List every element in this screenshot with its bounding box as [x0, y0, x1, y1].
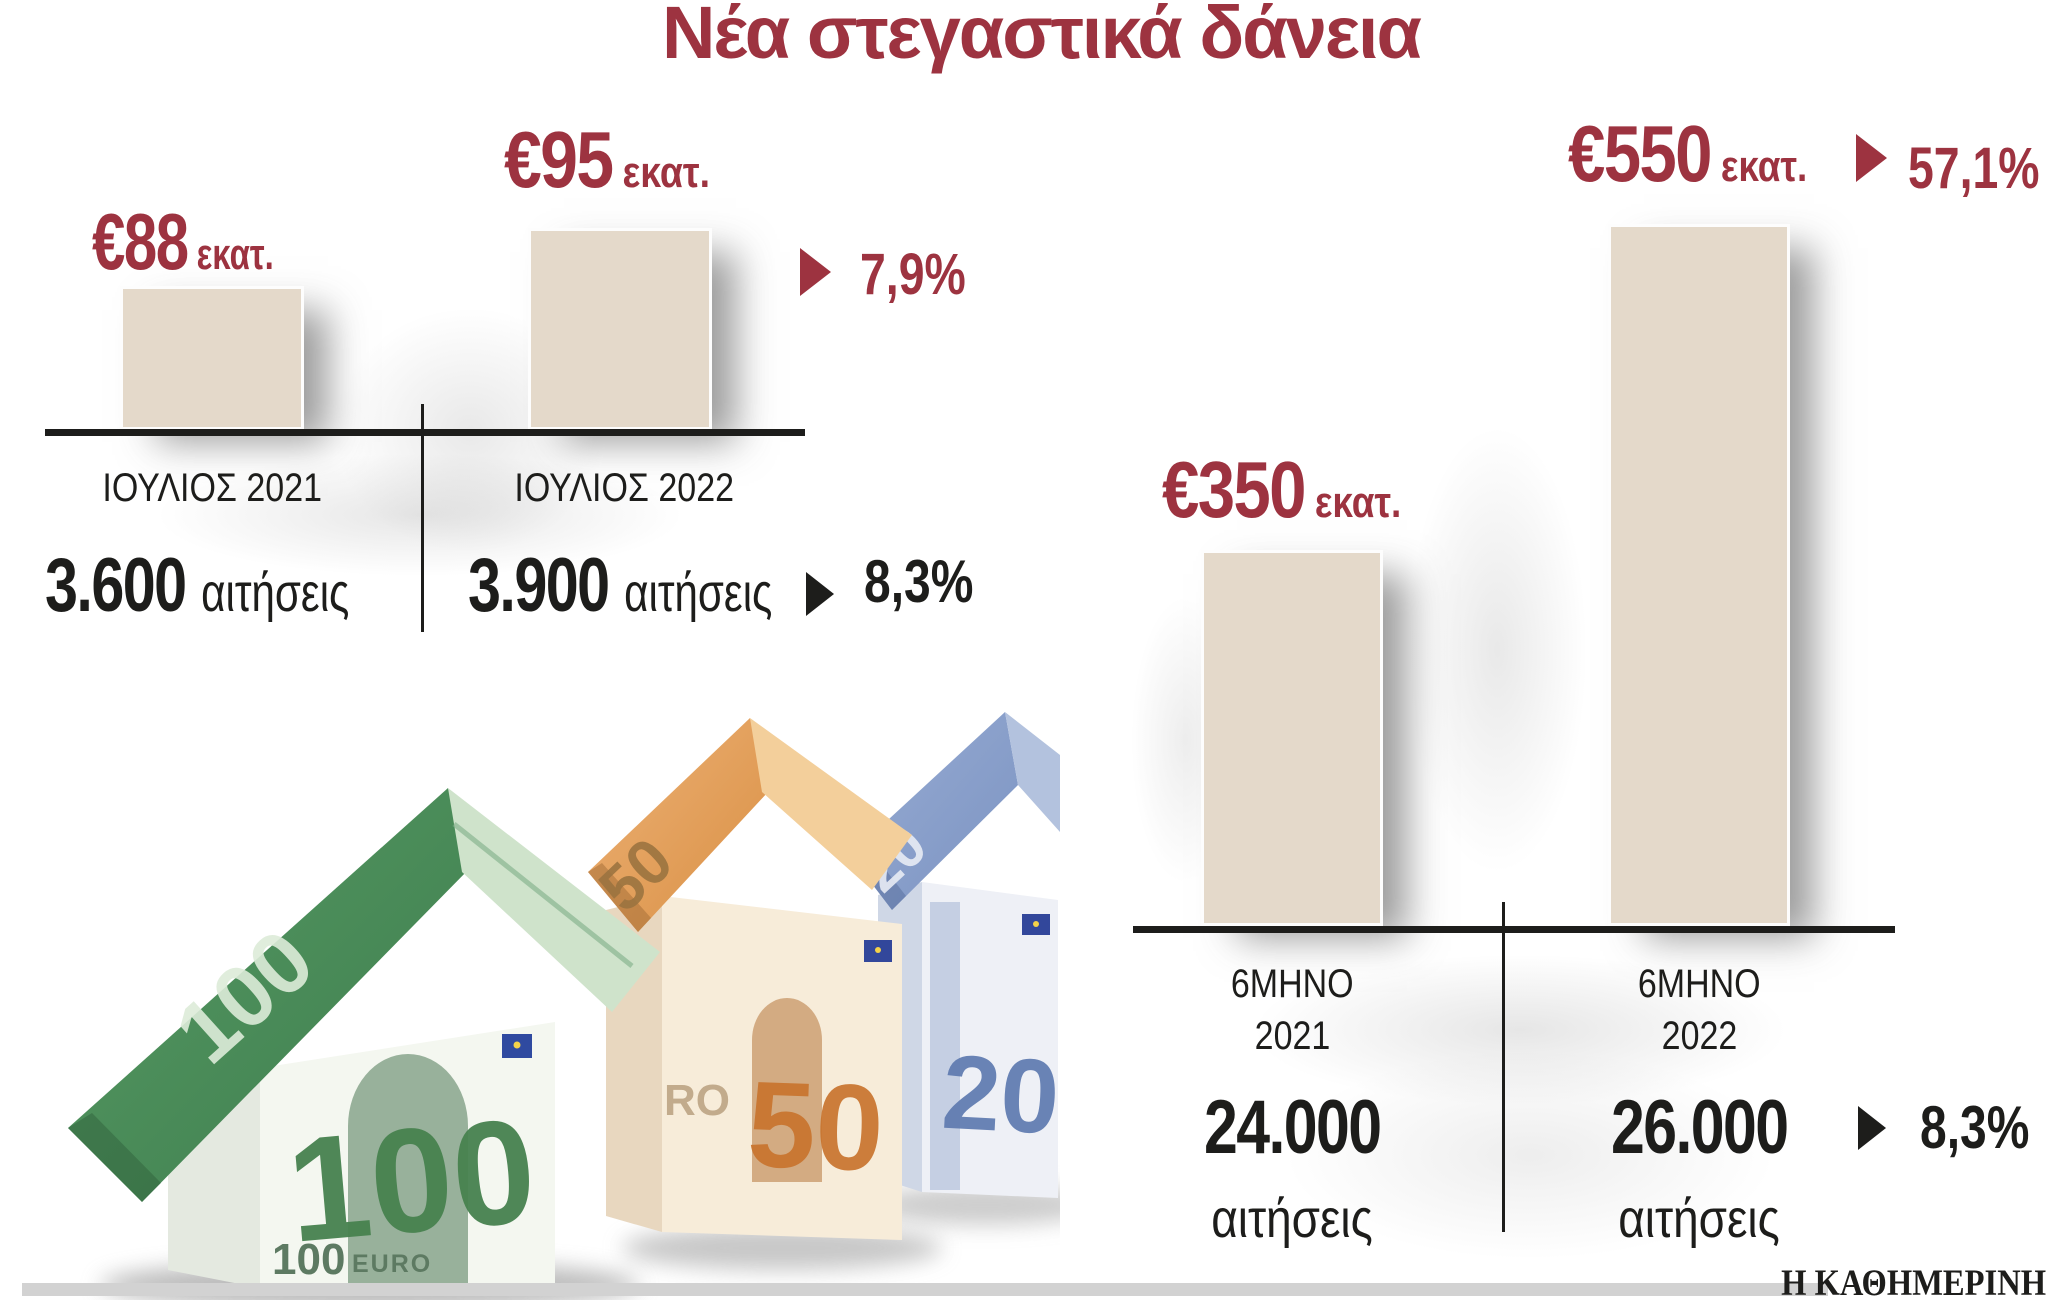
category-label: ΙΟΥΛΙΟΣ 2021	[60, 462, 364, 514]
applications-word: αιτήσεις	[624, 563, 773, 623]
amount-unit: εκατ.	[1720, 142, 1808, 191]
amount-text: €350	[1162, 445, 1306, 534]
amount-unit: εκατ.	[1314, 478, 1402, 527]
house-100-euro: 100 100 EURO 100	[68, 788, 660, 1292]
amount-text: €550	[1568, 109, 1712, 198]
applications-row: 3.900 αιτήσεις	[468, 548, 772, 624]
value-label-h1-2022: €550 εκατ.	[1568, 114, 1807, 194]
category-text: ΙΟΥΛΙΟΣ 2022	[514, 466, 734, 510]
category-text: ΙΟΥΛΙΟΣ 2021	[102, 466, 322, 510]
footer-rule	[22, 1283, 1828, 1296]
house-bottom-word: EURO	[352, 1250, 432, 1278]
value-label-jul-2021: €88 εκατ.	[92, 202, 274, 282]
x-axis	[1133, 926, 1895, 933]
applications-block: 24.000 αιτήσεις	[1140, 1085, 1444, 1249]
category-text: 6ΜΗΝΟ	[1637, 962, 1761, 1006]
applications-change-pct: 8,3%	[1920, 1094, 2030, 1161]
category-label: ΙΟΥΛΙΟΣ 2022	[472, 462, 776, 514]
bar-h1-2022	[1608, 224, 1790, 926]
applications-number: 3.900	[468, 543, 610, 628]
bar-h1-2021	[1201, 550, 1383, 926]
category-label: 6ΜΗΝΟ 2022	[1547, 958, 1851, 1062]
denomination-text: 100	[281, 1088, 541, 1274]
banknote-houses-illustration: 20 20 RO 50 50	[68, 712, 1060, 1300]
category-text: 6ΜΗΝΟ	[1230, 962, 1354, 1006]
shadow-wash	[1372, 340, 1622, 960]
applications-number: 3.600	[45, 543, 187, 628]
house-side-text: RO	[664, 1076, 730, 1125]
page-title: Νέα στεγαστικά δάνεια	[661, 0, 1422, 74]
brand-logo: Η ΚΑΘΗΜΕΡΙΝΗ	[1781, 1263, 2046, 1304]
category-label: 6ΜΗΝΟ 2021	[1140, 958, 1444, 1062]
value-label-jul-2022: €95 εκατ.	[504, 120, 710, 200]
category-text: 2022	[1661, 1014, 1737, 1058]
bar-jul-2022	[528, 228, 712, 430]
denomination-text: 50	[745, 1056, 885, 1197]
applications-row: 3.600 αιτήσεις	[45, 548, 349, 624]
increase-arrow-icon	[806, 572, 834, 616]
amount-text: €95	[504, 115, 614, 204]
column-divider	[1502, 902, 1505, 1232]
column-divider	[421, 404, 424, 632]
increase-arrow-icon	[800, 248, 831, 296]
increase-arrow-icon	[1856, 134, 1887, 182]
x-axis	[45, 429, 805, 436]
bar-jul-2021	[120, 286, 304, 430]
amount-text: €88	[92, 197, 189, 286]
amount-unit: εκατ.	[622, 148, 711, 197]
applications-word: αιτήσεις	[201, 563, 350, 623]
amount-unit: εκατ.	[196, 230, 274, 279]
applications-word: αιτήσεις	[1211, 1189, 1373, 1249]
house-bottom-number: 100	[272, 1235, 345, 1284]
applications-word: αιτήσεις	[1618, 1189, 1780, 1249]
denomination-text: 20	[939, 1034, 1060, 1157]
category-text: 2021	[1254, 1014, 1330, 1058]
applications-number: 24.000	[1203, 1085, 1382, 1170]
applications-change-pct: 8,3%	[864, 548, 974, 615]
increase-arrow-icon	[1858, 1106, 1886, 1150]
amount-change-pct: 7,9%	[860, 242, 966, 307]
value-label-h1-2021: €350 εκατ.	[1162, 450, 1401, 530]
applications-number: 26.000	[1610, 1085, 1789, 1170]
amount-change-pct: 57,1%	[1908, 136, 2040, 201]
applications-block: 26.000 αιτήσεις	[1547, 1085, 1851, 1249]
